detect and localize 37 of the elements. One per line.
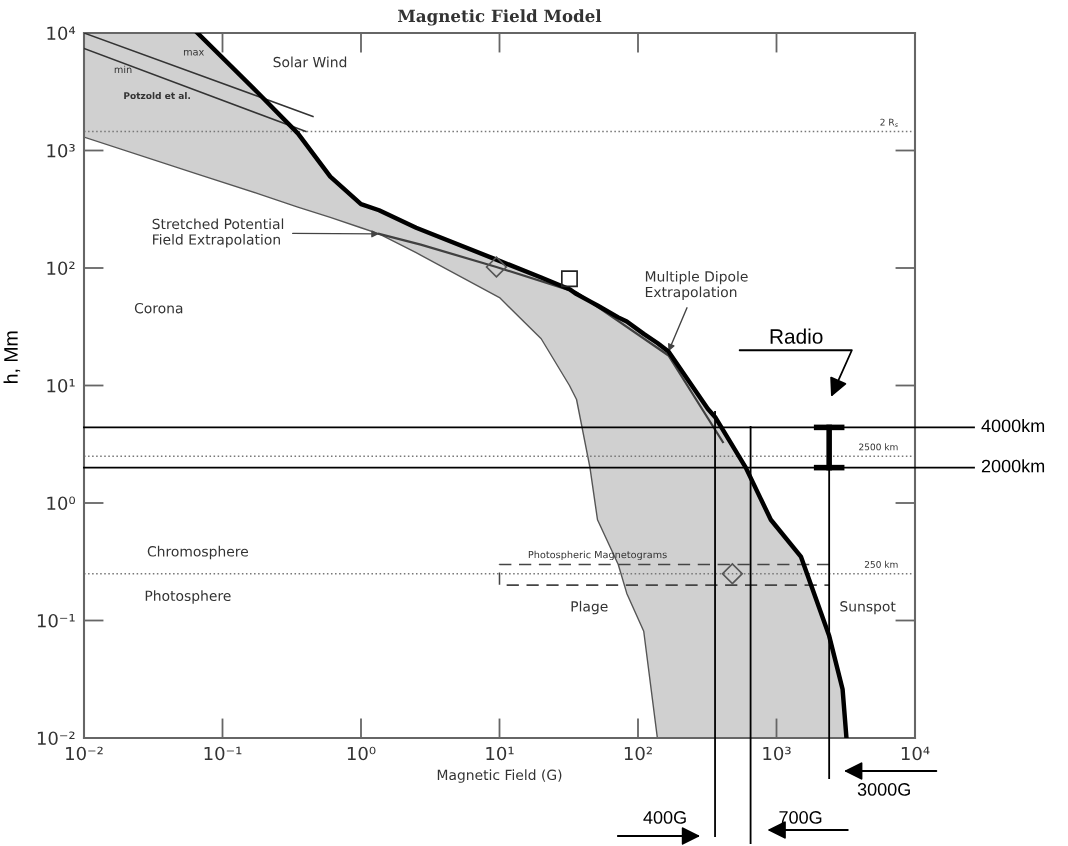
x-tick-label: 10⁰ bbox=[347, 746, 376, 761]
ref-line-label: 2500 km bbox=[859, 443, 898, 451]
annotation: Chromosphere bbox=[147, 545, 248, 560]
ref-line-label: 400G bbox=[643, 811, 686, 824]
ref-line-label: 250 km bbox=[864, 560, 898, 568]
y-tick-label: 10⁻² bbox=[37, 731, 75, 746]
annotation: Stretched Potential Field Extrapolation bbox=[152, 218, 284, 248]
ref-line-label: 700G bbox=[779, 811, 822, 824]
y-tick-label: 10⁰ bbox=[47, 496, 76, 511]
x-tick-label: 10² bbox=[624, 746, 652, 761]
chart-title: Magnetic Field Model bbox=[398, 9, 602, 26]
y-tick-label: 10³ bbox=[47, 143, 75, 158]
ref-line-label: 2 R$_{s}$ bbox=[880, 118, 898, 127]
annotation: max bbox=[183, 49, 204, 56]
annotation: Potzold et al. bbox=[124, 92, 190, 100]
y-tick-label: 10⁻¹ bbox=[37, 613, 75, 628]
y-tick-label: 10¹ bbox=[47, 378, 75, 393]
ref-line-label: 3000G bbox=[857, 783, 910, 796]
x-axis-title: Magnetic Field (G) bbox=[437, 769, 562, 783]
y-axis-title: h, Mm bbox=[3, 331, 21, 383]
x-tick-label: 10⁻¹ bbox=[204, 746, 242, 761]
annotation: Corona bbox=[134, 302, 183, 314]
annotation: Multiple Dipole Extrapolation bbox=[645, 270, 748, 300]
annotation: Radio bbox=[770, 328, 823, 344]
x-tick-label: 10⁴ bbox=[901, 746, 930, 761]
y-tick-label: 10⁴ bbox=[47, 26, 76, 41]
annotation: Solar Wind bbox=[273, 56, 347, 68]
x-tick-label: 10³ bbox=[763, 746, 791, 761]
annotation: Photosphere bbox=[145, 590, 231, 604]
annotation: min bbox=[114, 65, 132, 74]
x-tick-label: 10¹ bbox=[486, 746, 514, 761]
annotation: Plage bbox=[571, 600, 608, 615]
x-tick-label: 10⁻² bbox=[66, 746, 103, 761]
y-tick-label: 10² bbox=[47, 261, 75, 276]
ref-line-label: 2000km bbox=[981, 459, 1045, 473]
annotation: Sunspot bbox=[840, 601, 896, 615]
ref-line-label: 4000km bbox=[981, 418, 1045, 433]
